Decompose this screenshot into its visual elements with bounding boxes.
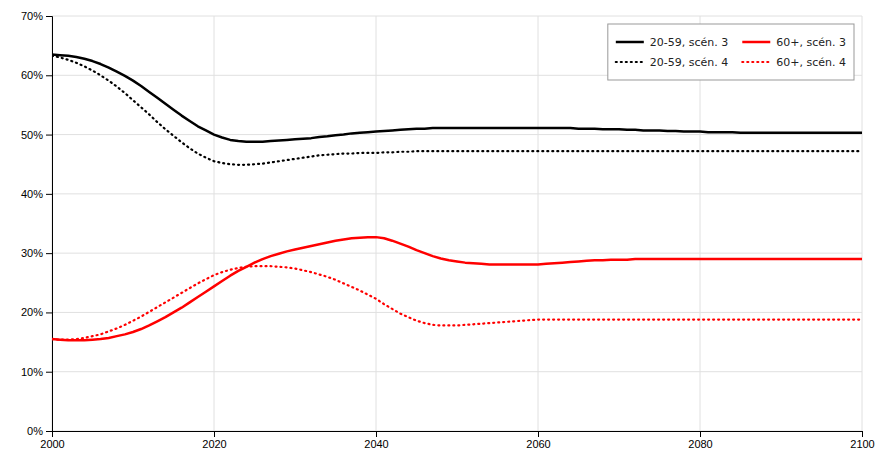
legend-item: 20-59, scén. 4 [616, 56, 728, 69]
tick-label: 2100 [850, 438, 874, 450]
tick-label: 40% [21, 188, 43, 200]
y-axis: 0% 10% 20% 30% 40% 50% 60% 70% [21, 10, 53, 437]
tick-mark [46, 372, 52, 373]
tick-label: 0% [27, 425, 43, 437]
tick-mark [46, 75, 52, 76]
tick-label: 2060 [526, 438, 550, 450]
legend-label: 60+, scén. 4 [776, 56, 846, 69]
tick: 2100 [850, 431, 874, 450]
x-axis: 2000 2020 2040 2060 2080 2100 [40, 431, 874, 450]
tick: 2080 [688, 431, 712, 450]
legend-item: 60+, scén. 4 [742, 56, 846, 69]
tick: 10% [21, 366, 52, 378]
legend-label: 20-59, scén. 4 [650, 56, 728, 69]
legend-swatch [742, 41, 770, 44]
tick: 50% [21, 129, 52, 141]
tick: 60% [21, 69, 52, 81]
grid-line [538, 16, 539, 431]
axis-line [46, 17, 53, 432]
tick-label: 50% [21, 129, 43, 141]
tick: 2060 [526, 431, 550, 450]
grid-line [52, 16, 862, 17]
tick-mark [376, 431, 377, 437]
tick-mark [46, 16, 52, 17]
tick-mark [700, 431, 701, 437]
tick-mark [862, 431, 863, 437]
tick: 0% [27, 425, 52, 437]
tick-mark [46, 253, 52, 254]
series-line [52, 237, 862, 340]
tick-label: 2020 [202, 438, 226, 450]
tick-mark [46, 194, 52, 195]
tick: 40% [21, 188, 52, 200]
legend-label: 60+, scén. 3 [776, 36, 846, 49]
legend-box [608, 24, 854, 80]
tick-label: 10% [21, 366, 43, 378]
legend-swatch [616, 41, 644, 44]
chart: 2000 2020 2040 2060 2080 2100 0% 10% 20% 30% 40% 50… [0, 0, 886, 465]
grid-line [376, 16, 377, 431]
grid-line [52, 193, 862, 194]
legend-item: 20-59, scén. 3 [616, 36, 728, 49]
tick-label: 2000 [40, 438, 64, 450]
grid [52, 16, 862, 431]
tick-label: 30% [21, 247, 43, 259]
grid-line [214, 16, 215, 431]
tick-mark [46, 135, 52, 136]
tick-label: 2080 [688, 438, 712, 450]
tick-label: 70% [21, 10, 43, 22]
tick: 20% [21, 306, 52, 318]
legend-swatch [742, 61, 770, 63]
grid-line [52, 134, 862, 135]
legend-swatch [616, 61, 644, 63]
tick: 2040 [364, 431, 388, 450]
tick-label: 20% [21, 306, 43, 318]
legend: 20-59, scén. 3 60+, scén. 3 20-59, scén. 4… [608, 24, 854, 80]
legend-item: 60+, scén. 3 [742, 36, 846, 49]
tick: 30% [21, 247, 52, 259]
tick-mark [46, 431, 52, 432]
tick-mark [46, 312, 52, 313]
tick-mark [538, 431, 539, 437]
grid-line [862, 16, 863, 431]
tick: 2000 [40, 431, 64, 450]
grid-line [52, 371, 862, 372]
tick: 70% [21, 10, 52, 22]
tick-label: 2040 [364, 438, 388, 450]
grid-line [52, 253, 862, 254]
tick-label: 60% [21, 69, 43, 81]
lines [52, 55, 862, 341]
series-line [52, 266, 862, 340]
plot-area: 2000 2020 2040 2060 2080 2100 0% 10% 20% 30% 40% 50… [21, 10, 875, 450]
axis-line [53, 432, 863, 438]
tick: 2020 [202, 431, 226, 450]
tick-mark [214, 431, 215, 437]
legend-label: 20-59, scén. 3 [650, 36, 728, 49]
